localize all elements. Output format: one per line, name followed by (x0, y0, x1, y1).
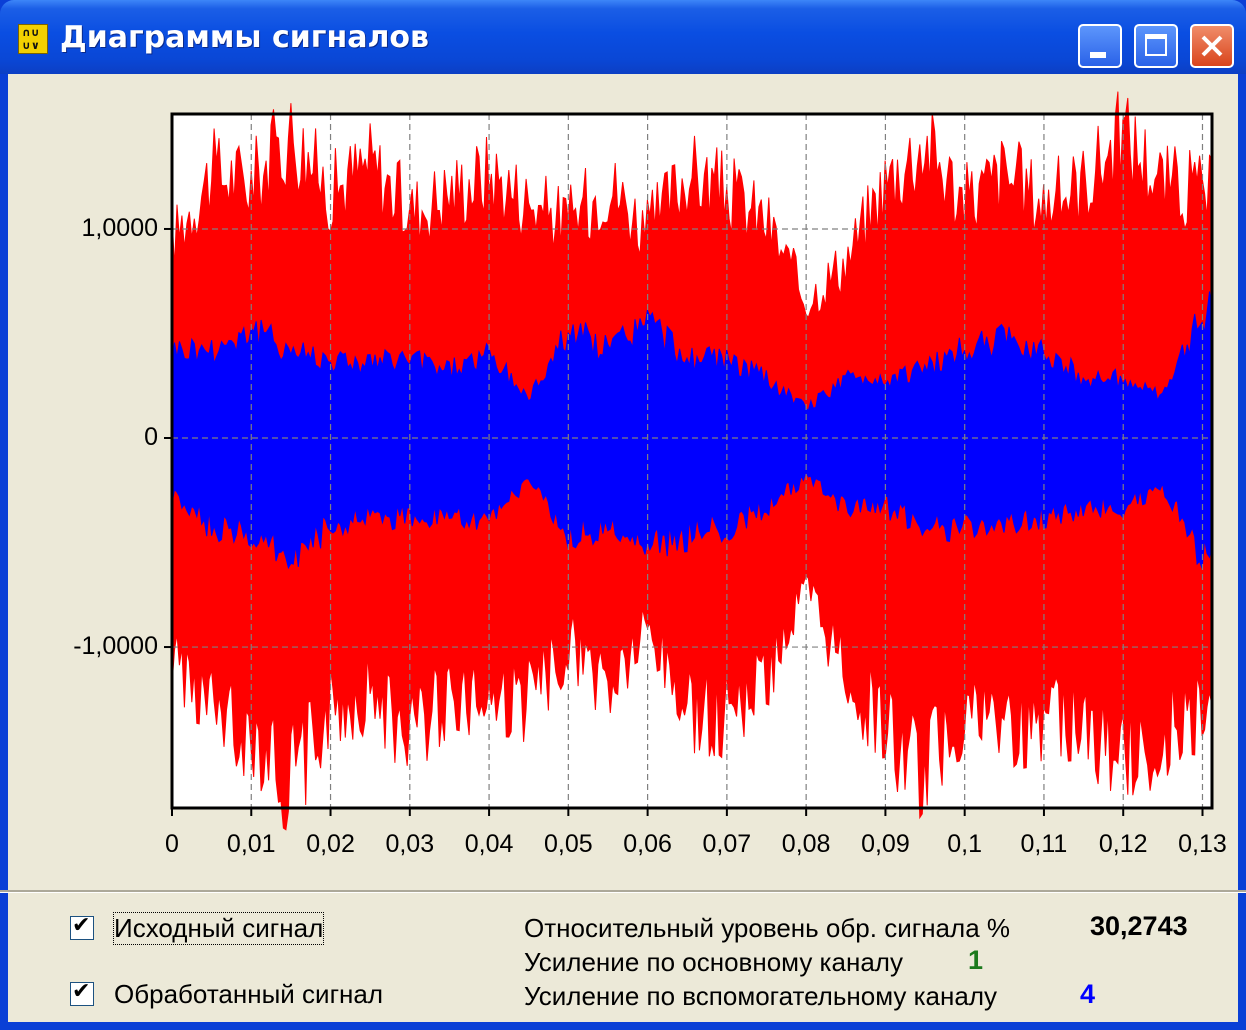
relative-level-value: 30,2743 (1090, 911, 1188, 941)
divider (0, 890, 1246, 893)
x-tick-label: 0,08 (781, 830, 831, 858)
close-button[interactable] (1190, 24, 1234, 68)
title-bar[interactable]: ∩∪ ∪∨ Диаграммы сигналов (0, 0, 1246, 74)
x-tick-label: 0,02 (306, 830, 355, 858)
x-tick-label: 0 (165, 830, 179, 858)
x-tick-label: 0,07 (702, 830, 752, 858)
plot-frame (170, 112, 1214, 810)
x-tick-label: 0,06 (623, 830, 672, 858)
aux-gain-label: Усиление по вспомогательному каналу (524, 981, 997, 1011)
x-tick-label: 0,09 (861, 830, 910, 858)
x-tick-label: 0,1 (947, 830, 983, 858)
original-signal-label[interactable]: Исходный сигнал (112, 912, 325, 945)
processed-signal-checkbox[interactable]: ✔ (70, 979, 94, 1006)
x-tick-label: 0,13 (1178, 830, 1227, 858)
relative-level-label: Относительный уровень обр. сигнала % (524, 913, 1010, 943)
x-tick-label: 0,04 (464, 830, 514, 858)
x-tick-label: 0,12 (1098, 830, 1148, 858)
x-tick-label: 0,11 (1020, 830, 1068, 858)
maximize-icon (1145, 34, 1167, 56)
main-gain-value: 1 (968, 945, 984, 975)
checkmark-icon: ✔ (72, 913, 91, 938)
minimize-icon (1090, 52, 1106, 58)
minimize-button[interactable] (1078, 24, 1122, 68)
window-title: Диаграммы сигналов (60, 20, 430, 55)
x-tick-label: 0,05 (543, 830, 593, 858)
maximize-button[interactable] (1134, 24, 1178, 68)
x-tick-label: 0,01 (226, 830, 276, 858)
x-tick-label: 0,03 (385, 830, 435, 858)
main-gain-label: Усиление по основному каналу (524, 947, 903, 977)
y-tick-label: 0 (144, 423, 158, 451)
aux-gain-value: 4 (1080, 979, 1096, 1009)
y-tick-label: 1,0000 (81, 213, 158, 242)
close-icon (1201, 35, 1223, 57)
original-signal-checkbox[interactable]: ✔ (70, 913, 94, 940)
signal-diagram-icon[interactable]: ∩∪ ∪∨ (18, 24, 48, 54)
processed-signal-label[interactable]: Обработанный сигнал (114, 979, 384, 1009)
checkmark-icon: ✔ (72, 979, 91, 1004)
y-tick-label: -1,0000 (73, 632, 158, 661)
